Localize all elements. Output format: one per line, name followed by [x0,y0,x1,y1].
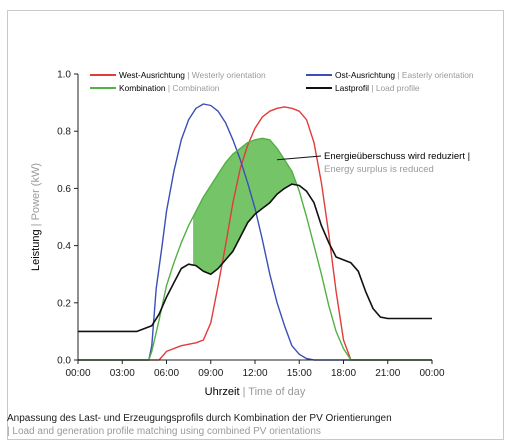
series-line-load-profile [78,183,432,333]
x-tick-label: 12:00 [242,368,267,379]
x-tick-label: 15:00 [287,368,312,379]
y-tick-label: 0.0 [57,356,71,367]
series-lines [78,103,432,361]
annotation-leader-line [277,155,322,161]
x-tick-label: 18:00 [331,368,356,379]
x-axis-label: Uhrzeit | Time of day [205,386,306,398]
x-tick-label: 09:00 [198,368,223,379]
legend-label-load: Lastprofil | Load profile [335,83,420,93]
y-tick-label: 0.6 [57,184,71,195]
annotation-label: Energieüberschuss wird reduziert | [324,151,470,162]
legend-label-west: West-Ausrichtung | Westerly orientation [119,70,266,80]
y-tick-label: 0.8 [57,127,71,138]
x-tick-label: 03:00 [110,368,135,379]
series-line-west-orientation [78,106,432,361]
series-line-east-orientation [78,103,432,361]
x-tick-label: 06:00 [154,368,179,379]
y-tick-label: 0.2 [57,298,71,309]
y-tick-label: 0.4 [57,241,71,252]
y-axis-ticks: 0.0 0.2 0.4 0.6 0.8 1.0 [57,70,78,367]
legend: West-Ausrichtung | Westerly orientation … [90,70,474,93]
x-tick-label: 21:00 [375,368,400,379]
legend-label-east: Ost-Ausrichtung | Easterly orientation [335,70,474,80]
x-axis-ticks: 00:00 03:00 06:00 09:00 12:00 15:00 18:00 21:00… [65,360,445,379]
caption-title-en: | Load and generation profile matching u… [7,426,321,437]
figure-caption: Anpassung des Last- und Erzeugungsprofil… [7,412,511,438]
caption-title: Anpassung des Last- und Erzeugungsprofil… [7,413,392,424]
legend-label-combination: Kombination | Combination [119,83,220,93]
y-tick-label: 1.0 [57,70,71,81]
surplus-area [193,138,329,275]
y-axis-label: Leistung | Power (kW) [30,163,42,271]
figure-frame [7,10,504,440]
annotation-label-en: Energy surplus is reduced [324,164,434,175]
x-tick-label: 00:00 [419,368,444,379]
series-line-combination [78,137,432,361]
x-tick-label: 00:00 [65,368,90,379]
